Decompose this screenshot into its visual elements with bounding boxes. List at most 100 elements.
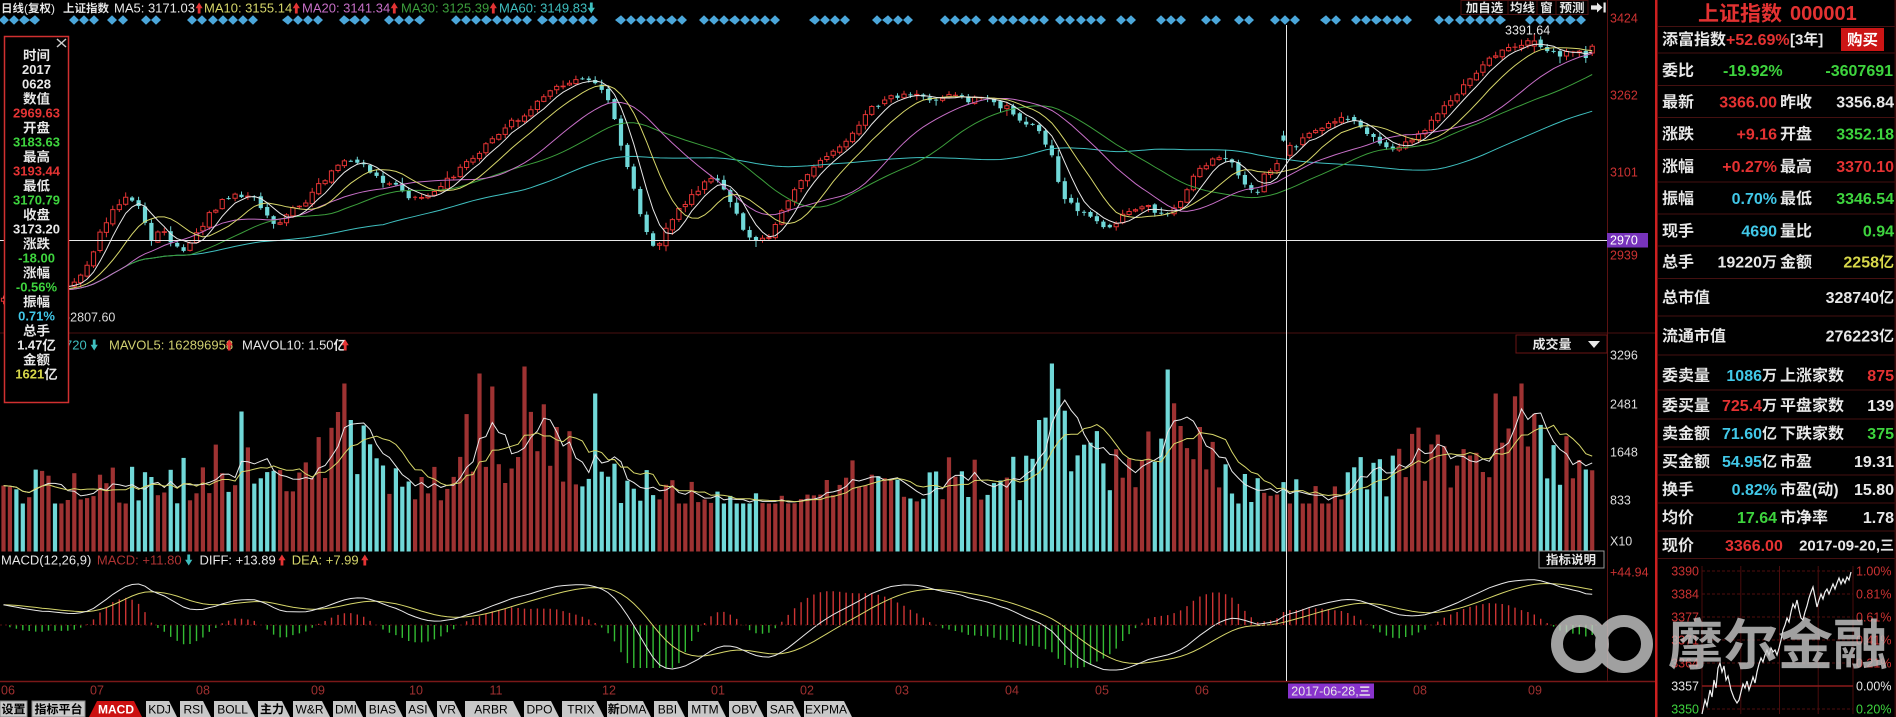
svg-text:05: 05 — [1095, 684, 1109, 698]
svg-text:04: 04 — [1005, 684, 1019, 698]
svg-text:08: 08 — [196, 684, 210, 698]
svg-text:720: 720 — [65, 338, 87, 353]
svg-text:2939: 2939 — [1610, 249, 1638, 263]
svg-text:): ) — [1833, 482, 1838, 499]
svg-text:MAVOL5: 162896958: MAVOL5: 162896958 — [109, 338, 233, 353]
svg-text:1.47: 1.47 — [17, 338, 42, 353]
svg-text:276223: 276223 — [1826, 328, 1879, 345]
svg-text:BIAS: BIAS — [369, 702, 396, 716]
svg-text:3424: 3424 — [1610, 12, 1638, 26]
svg-text:0.20%: 0.20% — [1856, 703, 1891, 717]
svg-text:4690: 4690 — [1741, 223, 1777, 240]
svg-text:TRIX: TRIX — [567, 702, 594, 716]
svg-text:]: ] — [1818, 31, 1823, 48]
svg-text:DPO: DPO — [527, 702, 553, 716]
svg-text:2481: 2481 — [1610, 398, 1638, 412]
svg-text:EXPMA: EXPMA — [805, 702, 847, 716]
svg-text:RSI: RSI — [184, 702, 204, 716]
svg-text:0.71%: 0.71% — [18, 309, 55, 324]
svg-text:MA60: 3149.83: MA60: 3149.83 — [499, 1, 587, 16]
svg-text:3356.84: 3356.84 — [1836, 94, 1894, 111]
svg-text:139: 139 — [1867, 398, 1894, 415]
svg-text:3391.64: 3391.64 — [1505, 24, 1550, 38]
svg-text:VR: VR — [439, 702, 456, 716]
svg-text:+52.69%: +52.69% — [1726, 32, 1790, 49]
svg-text:3366.00: 3366.00 — [1725, 538, 1783, 555]
svg-text:[3: [3 — [1790, 31, 1803, 48]
svg-text:1086: 1086 — [1726, 368, 1762, 385]
svg-text:-3607691: -3607691 — [1825, 63, 1893, 80]
svg-text:0.00%: 0.00% — [1856, 680, 1891, 694]
svg-text:3173.20: 3173.20 — [13, 222, 60, 237]
svg-text:328740: 328740 — [1826, 290, 1879, 307]
svg-text:3193.44: 3193.44 — [13, 164, 61, 179]
svg-text:0628: 0628 — [22, 77, 51, 92]
svg-text:1.00%: 1.00% — [1856, 565, 1891, 579]
svg-text:09: 09 — [311, 684, 325, 698]
svg-text:MACD: +11.80: MACD: +11.80 — [97, 553, 182, 568]
svg-text:2970: 2970 — [1610, 234, 1638, 248]
svg-text:MACD(12,26,9): MACD(12,26,9) — [1, 553, 91, 568]
svg-text:ASI: ASI — [408, 702, 427, 716]
svg-text:07: 07 — [90, 684, 104, 698]
svg-text:OBV: OBV — [732, 702, 757, 716]
svg-text:+9.16: +9.16 — [1737, 126, 1778, 143]
svg-text:BBI: BBI — [658, 702, 677, 716]
svg-text:0.82%: 0.82% — [1732, 482, 1777, 499]
svg-text:3390: 3390 — [1671, 565, 1699, 579]
svg-text:06: 06 — [1195, 684, 1209, 698]
svg-text:11: 11 — [490, 684, 503, 698]
svg-text:3366.00: 3366.00 — [1719, 94, 1777, 111]
svg-text:MA5: 3171.03: MA5: 3171.03 — [114, 1, 195, 16]
svg-text:19220: 19220 — [1718, 254, 1763, 271]
svg-text:0.94: 0.94 — [1863, 223, 1894, 240]
svg-text:10: 10 — [409, 684, 423, 698]
svg-text:1648: 1648 — [1610, 446, 1638, 460]
svg-text:2969.63: 2969.63 — [13, 106, 60, 121]
svg-text:DEA: +7.99: DEA: +7.99 — [292, 553, 359, 568]
svg-text:3262: 3262 — [1610, 89, 1638, 103]
svg-text:875: 875 — [1867, 368, 1894, 385]
svg-text:3346.54: 3346.54 — [1836, 191, 1894, 208]
svg-text:0.70%: 0.70% — [1732, 191, 1777, 208]
svg-text:375: 375 — [1867, 426, 1894, 443]
svg-text:01: 01 — [711, 684, 725, 698]
svg-text:1.78: 1.78 — [1863, 510, 1894, 527]
svg-text:ARBR: ARBR — [474, 702, 508, 716]
svg-text:71.60: 71.60 — [1722, 426, 1762, 443]
svg-text:08: 08 — [1413, 684, 1427, 698]
svg-text:15.80: 15.80 — [1854, 482, 1894, 499]
svg-text:833: 833 — [1610, 494, 1631, 508]
svg-text:-19.92%: -19.92% — [1723, 63, 1783, 80]
svg-text:MTM: MTM — [691, 702, 718, 716]
svg-text:2017-09-20,: 2017-09-20, — [1799, 537, 1880, 554]
svg-text:02: 02 — [800, 684, 814, 698]
svg-text:3296: 3296 — [1610, 349, 1638, 363]
svg-text:MAVOL10: 1.50: MAVOL10: 1.50 — [242, 338, 334, 353]
svg-text:3352.18: 3352.18 — [1836, 126, 1894, 143]
svg-text:MA10: 3155.14: MA10: 3155.14 — [204, 1, 292, 16]
svg-text:W&R: W&R — [296, 702, 324, 716]
svg-text:06: 06 — [1, 684, 15, 698]
svg-text:MA20: 3141.34: MA20: 3141.34 — [302, 1, 390, 16]
svg-text:SAR: SAR — [770, 702, 795, 716]
svg-text:3370.10: 3370.10 — [1836, 159, 1894, 176]
svg-text:3101: 3101 — [1610, 166, 1638, 180]
svg-text:3384: 3384 — [1671, 588, 1699, 602]
svg-text:12: 12 — [602, 684, 616, 698]
svg-text:3183.63: 3183.63 — [13, 135, 60, 150]
svg-text:0.81%: 0.81% — [1856, 588, 1891, 602]
svg-text:2017-06-28,: 2017-06-28, — [1291, 685, 1358, 699]
svg-text:DIFF: +13.89: DIFF: +13.89 — [200, 553, 276, 568]
svg-text:3350: 3350 — [1671, 703, 1699, 717]
svg-text:0.61%: 0.61% — [1856, 611, 1891, 625]
svg-text:725.4: 725.4 — [1722, 398, 1762, 415]
svg-text:-18.00: -18.00 — [18, 251, 55, 266]
svg-text:1621: 1621 — [15, 367, 44, 382]
svg-text:BOLL: BOLL — [217, 702, 248, 716]
svg-text:(: ( — [24, 1, 28, 15]
svg-text:DMI: DMI — [335, 702, 357, 716]
svg-text:2258: 2258 — [1843, 254, 1879, 271]
svg-text:-0.56%: -0.56% — [16, 280, 58, 295]
svg-text:(: ( — [1812, 482, 1818, 499]
